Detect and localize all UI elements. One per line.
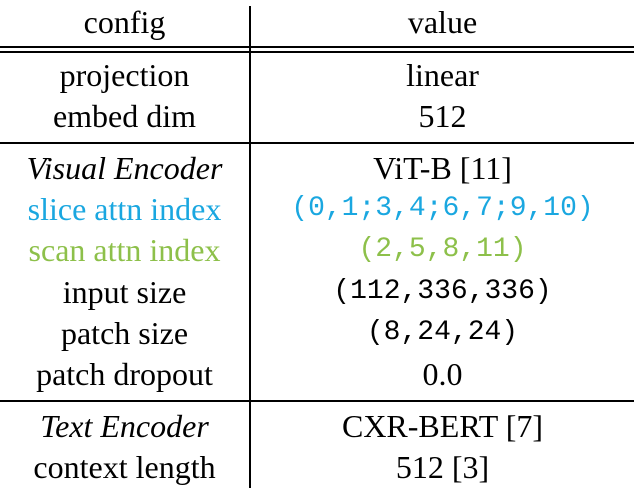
- value-projection: linear: [406, 57, 479, 93]
- label-input-size: input size: [62, 274, 187, 310]
- label-scan-attn-index: scan attn index: [28, 232, 221, 268]
- label-patch-dropout: patch dropout: [36, 356, 213, 392]
- header-rule: [0, 46, 634, 48]
- label-text-encoder: Text Encoder: [40, 408, 209, 444]
- value-patch-dropout: 0.0: [422, 356, 463, 392]
- label-patch-size: patch size: [60, 315, 189, 351]
- value-embed-dim: 512: [418, 98, 467, 134]
- header-config: config: [83, 4, 166, 40]
- value-input-size: (112,336,336): [333, 276, 552, 307]
- value-patch-size: (8,24,24): [366, 317, 519, 348]
- header-value: value: [407, 4, 478, 40]
- value-text-encoder: CXR-BERT [7]: [341, 408, 544, 444]
- value-slice-attn-index: (0,1;3,4;6,7;9,10): [291, 193, 594, 224]
- value-visual-encoder: ViT-B [11]: [373, 150, 512, 186]
- header-rule-double: [0, 51, 634, 53]
- section-rule-2: [0, 400, 634, 402]
- label-visual-encoder: Visual Encoder: [26, 150, 223, 186]
- label-embed-dim: embed dim: [52, 98, 197, 134]
- value-context-length: 512 [3]: [395, 449, 490, 485]
- column-divider: [249, 6, 251, 488]
- label-projection: projection: [59, 57, 190, 93]
- label-context-length: context length: [33, 449, 216, 485]
- value-scan-attn-index: (2,5,8,11): [358, 234, 527, 265]
- section-rule-1: [0, 142, 634, 144]
- label-slice-attn-index: slice attn index: [27, 191, 222, 227]
